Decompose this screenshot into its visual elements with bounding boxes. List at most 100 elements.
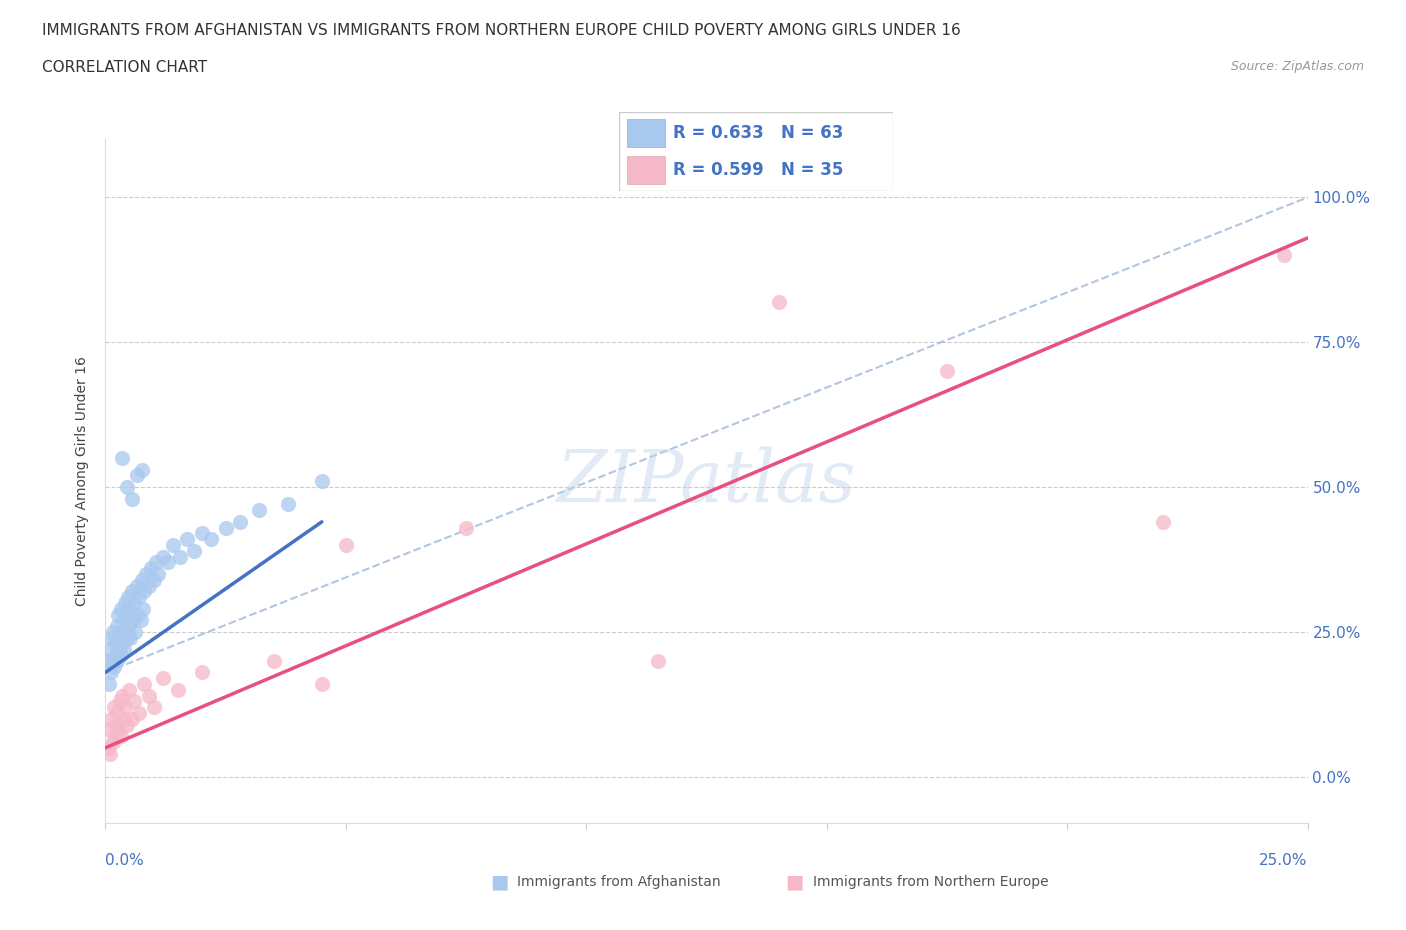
Point bbox=[111, 636, 134, 651]
Point bbox=[129, 613, 152, 628]
Point bbox=[115, 631, 138, 645]
Point bbox=[121, 711, 143, 726]
Point bbox=[169, 549, 191, 564]
Point bbox=[103, 659, 125, 674]
Point bbox=[100, 711, 122, 726]
Point bbox=[118, 602, 141, 617]
Point bbox=[229, 514, 252, 529]
Point bbox=[138, 688, 160, 703]
Point bbox=[114, 699, 136, 714]
Point bbox=[115, 607, 138, 622]
Text: 25.0%: 25.0% bbox=[1260, 853, 1308, 868]
Point bbox=[105, 717, 128, 732]
Point bbox=[105, 618, 128, 633]
Point bbox=[125, 578, 148, 593]
Point bbox=[1272, 248, 1295, 263]
Point bbox=[98, 723, 121, 737]
Point bbox=[107, 654, 129, 669]
Point bbox=[1152, 514, 1174, 529]
Point bbox=[97, 654, 120, 669]
Text: Immigrants from Afghanistan: Immigrants from Afghanistan bbox=[517, 874, 721, 889]
Point bbox=[131, 572, 153, 587]
Point bbox=[107, 706, 129, 721]
Point bbox=[142, 572, 165, 587]
Point bbox=[125, 468, 148, 483]
Point bbox=[247, 503, 270, 518]
Point bbox=[105, 647, 128, 662]
Point bbox=[115, 717, 138, 732]
Point bbox=[335, 538, 357, 552]
Point bbox=[152, 549, 174, 564]
Point bbox=[101, 735, 124, 750]
Point bbox=[114, 624, 136, 639]
Point bbox=[100, 665, 122, 680]
Point bbox=[132, 677, 155, 692]
Text: 0.0%: 0.0% bbox=[105, 853, 145, 868]
Point bbox=[124, 624, 146, 639]
Point bbox=[122, 613, 145, 628]
Text: ■: ■ bbox=[785, 872, 804, 891]
Point bbox=[107, 607, 129, 622]
Point bbox=[190, 665, 212, 680]
Point bbox=[98, 642, 121, 657]
Point bbox=[263, 654, 285, 669]
Point bbox=[121, 491, 143, 506]
Point bbox=[311, 474, 333, 489]
Point bbox=[117, 590, 139, 604]
Point bbox=[115, 480, 138, 495]
Point bbox=[132, 602, 155, 617]
Point bbox=[277, 497, 299, 512]
Point bbox=[127, 607, 149, 622]
Point bbox=[128, 590, 150, 604]
Point bbox=[111, 688, 134, 703]
Y-axis label: Child Poverty Among Girls Under 16: Child Poverty Among Girls Under 16 bbox=[76, 356, 90, 606]
Text: R = 0.633   N = 63: R = 0.633 N = 63 bbox=[673, 124, 844, 142]
Point bbox=[103, 699, 125, 714]
Point bbox=[112, 642, 135, 657]
Point bbox=[936, 364, 959, 379]
Bar bbox=[627, 156, 665, 184]
Point bbox=[142, 699, 165, 714]
Point bbox=[768, 294, 790, 309]
Point bbox=[145, 555, 167, 570]
Point bbox=[139, 561, 162, 576]
Text: ■: ■ bbox=[489, 872, 509, 891]
Point bbox=[111, 451, 134, 466]
Point bbox=[162, 538, 184, 552]
Point bbox=[118, 683, 141, 698]
Text: ZIPatlas: ZIPatlas bbox=[557, 446, 856, 516]
Point bbox=[97, 740, 120, 755]
Point bbox=[108, 624, 131, 639]
Point bbox=[311, 677, 333, 692]
Point bbox=[454, 520, 477, 535]
Text: CORRELATION CHART: CORRELATION CHART bbox=[42, 60, 207, 75]
Point bbox=[124, 595, 146, 610]
Point bbox=[200, 532, 222, 547]
Point bbox=[148, 566, 170, 581]
Point bbox=[108, 642, 131, 657]
Point bbox=[101, 624, 124, 639]
Point bbox=[190, 526, 212, 541]
Point bbox=[214, 520, 236, 535]
Point bbox=[104, 636, 127, 651]
Point bbox=[183, 543, 205, 558]
Point bbox=[166, 683, 188, 698]
Text: IMMIGRANTS FROM AFGHANISTAN VS IMMIGRANTS FROM NORTHERN EUROPE CHILD POVERTY AMO: IMMIGRANTS FROM AFGHANISTAN VS IMMIGRANT… bbox=[42, 23, 960, 38]
Point bbox=[120, 631, 142, 645]
Point bbox=[110, 729, 132, 744]
Point bbox=[110, 602, 132, 617]
Bar bbox=[627, 119, 665, 147]
Text: Source: ZipAtlas.com: Source: ZipAtlas.com bbox=[1230, 60, 1364, 73]
Point bbox=[135, 566, 157, 581]
Point bbox=[114, 595, 136, 610]
Point bbox=[156, 555, 179, 570]
Point bbox=[132, 584, 155, 599]
Point bbox=[112, 711, 135, 726]
Point bbox=[131, 462, 153, 477]
Text: R = 0.599   N = 35: R = 0.599 N = 35 bbox=[673, 161, 844, 179]
Point bbox=[647, 654, 669, 669]
Point bbox=[176, 532, 198, 547]
Point bbox=[121, 584, 143, 599]
Point bbox=[108, 694, 131, 709]
Point bbox=[128, 706, 150, 721]
